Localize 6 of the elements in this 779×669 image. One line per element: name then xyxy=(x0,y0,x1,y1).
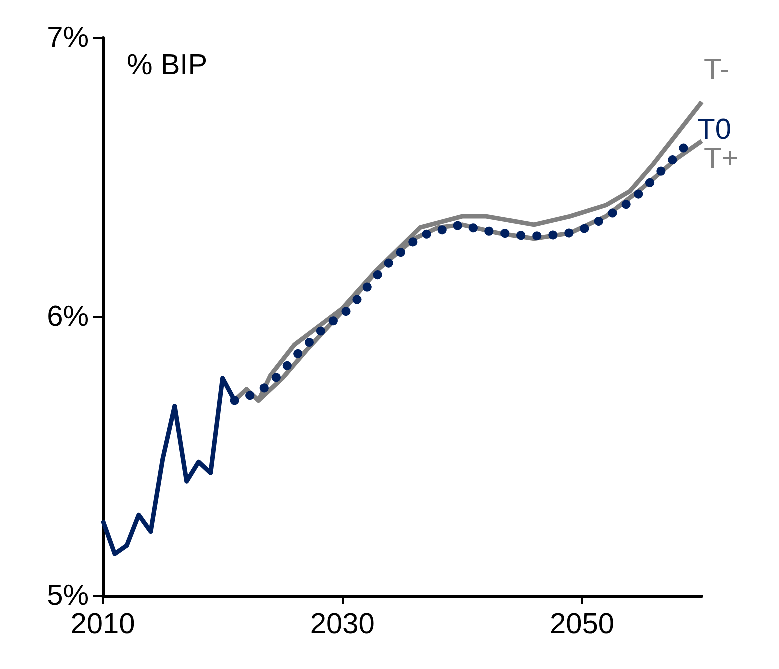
y-tick-label: 6% xyxy=(47,301,89,333)
y-tick-label: 7% xyxy=(47,22,89,54)
x-tick-label: 2050 xyxy=(550,608,614,640)
series-label: T- xyxy=(704,54,730,86)
y-axis-title: % BIP xyxy=(127,50,208,82)
x-tick-label: 2030 xyxy=(310,608,375,640)
